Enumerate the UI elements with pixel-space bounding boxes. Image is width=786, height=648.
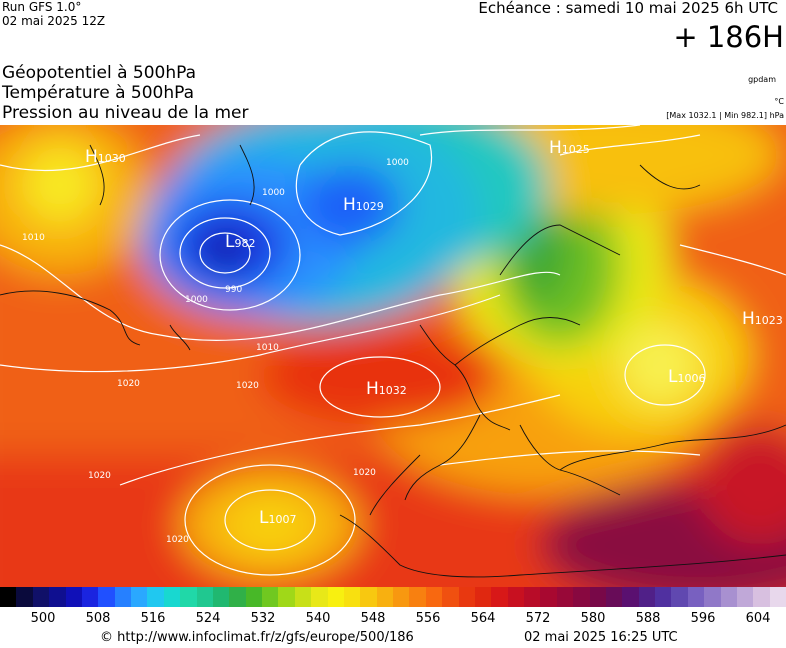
scale-tick: 564	[470, 611, 496, 626]
geopotential-field	[0, 125, 786, 587]
scale-swatch	[196, 587, 214, 607]
isobar-label: 990	[225, 285, 243, 295]
lead-time: + 186H	[673, 20, 784, 54]
isobar-label: 1020	[236, 381, 259, 391]
scale-swatch	[131, 587, 148, 607]
scale-swatch	[474, 587, 492, 607]
scale-swatch	[245, 587, 263, 607]
scale-swatch	[556, 587, 574, 607]
scale-swatch	[687, 587, 705, 607]
title-pressure: Pression au niveau de la mer	[2, 103, 249, 123]
scale-swatch	[671, 587, 689, 607]
scale-swatch	[638, 587, 656, 607]
isobar-label: 1000	[262, 188, 285, 198]
scale-swatch	[294, 587, 312, 607]
pressure-centre-low: L982	[225, 232, 256, 252]
scale-tick: 596	[690, 611, 716, 626]
scale-tick: 556	[415, 611, 441, 626]
pressure-centre-high: H1032	[366, 379, 407, 399]
scale-tick: 540	[305, 611, 331, 626]
scale-swatch	[229, 587, 247, 607]
scale-tick: 548	[360, 611, 386, 626]
isobar-label: 1010	[256, 343, 279, 353]
unit-gpdam: gpdam	[748, 75, 776, 84]
weather-map: H1030 H1029 H1025 H1023 H1032 L982 L1006…	[0, 125, 786, 587]
generated-timestamp: 02 mai 2025 16:25 UTC	[524, 630, 678, 645]
scale-swatch	[311, 587, 329, 607]
echeance-label: Echéance : samedi 10 mai 2025 6h UTC	[478, 0, 778, 17]
run-label: Run GFS 1.0°	[2, 0, 82, 14]
scale-tick: 588	[635, 611, 661, 626]
scale-swatch	[32, 587, 50, 607]
scale-tick: 524	[195, 611, 221, 626]
pressure-centre-low: L1007	[259, 508, 297, 528]
scale-tick: 516	[140, 611, 166, 626]
scale-swatch	[753, 587, 771, 607]
pressure-centre-low: L1006	[668, 367, 706, 387]
pressure-centre-high: H1023	[742, 309, 783, 329]
scale-swatch	[704, 587, 722, 607]
scale-swatch	[0, 587, 17, 607]
scale-swatch	[425, 587, 443, 607]
run-date: 02 mai 2025 12Z	[2, 14, 106, 28]
title-temperature: Température à 500hPa	[2, 83, 195, 103]
scale-tick: 580	[580, 611, 606, 626]
scale-swatch	[605, 587, 623, 607]
title-geopotential: Géopotentiel à 500hPa	[2, 63, 197, 83]
isobar-label: 1020	[353, 468, 376, 478]
scale-tick: 500	[30, 611, 56, 626]
isobars	[0, 125, 786, 576]
isobar-label: 1020	[166, 535, 189, 545]
scale-swatch	[458, 587, 476, 607]
scale-swatch	[409, 587, 427, 607]
scale-swatch	[573, 587, 591, 607]
isobar-label: 1020	[88, 471, 111, 481]
scale-swatch	[769, 587, 786, 607]
scale-swatch	[16, 587, 34, 607]
scale-swatch	[507, 587, 525, 607]
scale-swatch	[360, 587, 378, 607]
scale-swatch	[736, 587, 754, 607]
scale-swatch	[327, 587, 345, 607]
scale-swatch	[655, 587, 672, 607]
scale-tick: 508	[85, 611, 111, 626]
scale-swatch	[163, 587, 181, 607]
pressure-range: [Max 1032.1 | Min 982.1] hPa	[666, 111, 784, 120]
scale-swatch	[393, 587, 410, 607]
scale-swatch	[589, 587, 607, 607]
isobar-label: 1000	[386, 158, 409, 168]
scale-swatch	[376, 587, 394, 607]
pressure-centre-high: H1025	[549, 138, 590, 158]
scale-swatch	[65, 587, 83, 607]
color-scale	[0, 587, 786, 607]
scale-swatch	[262, 587, 279, 607]
scale-swatch	[114, 587, 132, 607]
weather-map-svg	[0, 125, 786, 587]
scale-swatch	[278, 587, 296, 607]
pressure-centre-high: H1029	[343, 195, 384, 215]
scale-swatch	[81, 587, 99, 607]
source-url[interactable]: © http://www.infoclimat.fr/z/gfs/europe/…	[100, 630, 414, 645]
scale-swatch	[343, 587, 361, 607]
scale-tick: 532	[250, 611, 276, 626]
scale-swatch	[442, 587, 460, 607]
scale-swatch	[180, 587, 198, 607]
coastlines	[0, 144, 786, 578]
scale-swatch	[622, 587, 640, 607]
scale-swatch	[147, 587, 165, 607]
pressure-centre-high: H1030	[85, 147, 126, 167]
scale-swatch	[49, 587, 67, 607]
isobar-label: 1000	[185, 295, 208, 305]
scale-swatch	[491, 587, 509, 607]
scale-swatch	[524, 587, 541, 607]
scale-tick: 604	[745, 611, 771, 626]
isobar-label: 1020	[117, 379, 140, 389]
unit-temp: °C	[774, 97, 784, 106]
scale-swatch	[98, 587, 116, 607]
scale-tick: 572	[525, 611, 551, 626]
scale-swatch	[720, 587, 738, 607]
scale-swatch	[212, 587, 230, 607]
isobar-label: 1010	[22, 233, 45, 243]
scale-swatch	[540, 587, 558, 607]
